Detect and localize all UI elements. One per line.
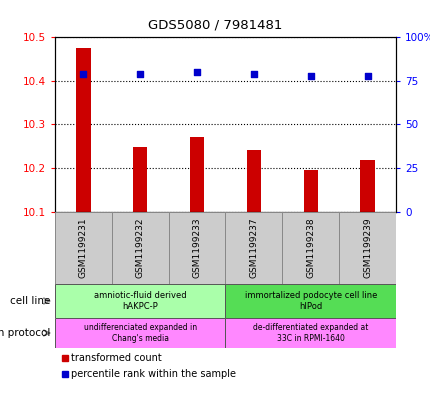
Text: cell line: cell line — [9, 296, 50, 306]
Text: GSM1199239: GSM1199239 — [362, 218, 371, 278]
Bar — [55, 318, 225, 348]
Bar — [133, 147, 147, 212]
Text: amniotic-fluid derived
hAKPC-P: amniotic-fluid derived hAKPC-P — [94, 291, 186, 311]
Point — [193, 69, 200, 75]
Bar — [359, 160, 374, 212]
Point — [307, 72, 313, 79]
Text: percentile rank within the sample: percentile rank within the sample — [71, 369, 236, 379]
Point — [80, 71, 87, 77]
Bar — [225, 212, 282, 284]
Text: GSM1199232: GSM1199232 — [135, 218, 144, 278]
Bar — [246, 150, 261, 212]
Bar — [168, 212, 225, 284]
Text: immortalized podocyte cell line
hIPod: immortalized podocyte cell line hIPod — [244, 291, 376, 311]
Text: growth protocol: growth protocol — [0, 328, 50, 338]
Bar — [225, 284, 395, 318]
Text: GSM1199238: GSM1199238 — [306, 218, 314, 278]
Text: GSM1199233: GSM1199233 — [192, 218, 201, 278]
Text: undifferenciated expanded in
Chang's media: undifferenciated expanded in Chang's med… — [83, 323, 197, 343]
Point — [363, 72, 370, 79]
Text: de-differentiated expanded at
33C in RPMI-1640: de-differentiated expanded at 33C in RPM… — [252, 323, 368, 343]
Text: GSM1199237: GSM1199237 — [249, 218, 258, 278]
Text: GSM1199231: GSM1199231 — [79, 218, 88, 278]
Bar — [55, 212, 111, 284]
Bar — [282, 212, 338, 284]
Bar — [303, 171, 317, 212]
Bar — [55, 284, 225, 318]
Bar — [111, 212, 168, 284]
Bar — [76, 48, 90, 212]
Text: transformed count: transformed count — [71, 353, 161, 363]
Point — [250, 71, 257, 77]
Bar — [190, 137, 204, 212]
Point — [136, 71, 143, 77]
Bar — [338, 212, 395, 284]
Bar — [225, 318, 395, 348]
Text: GDS5080 / 7981481: GDS5080 / 7981481 — [148, 18, 282, 31]
